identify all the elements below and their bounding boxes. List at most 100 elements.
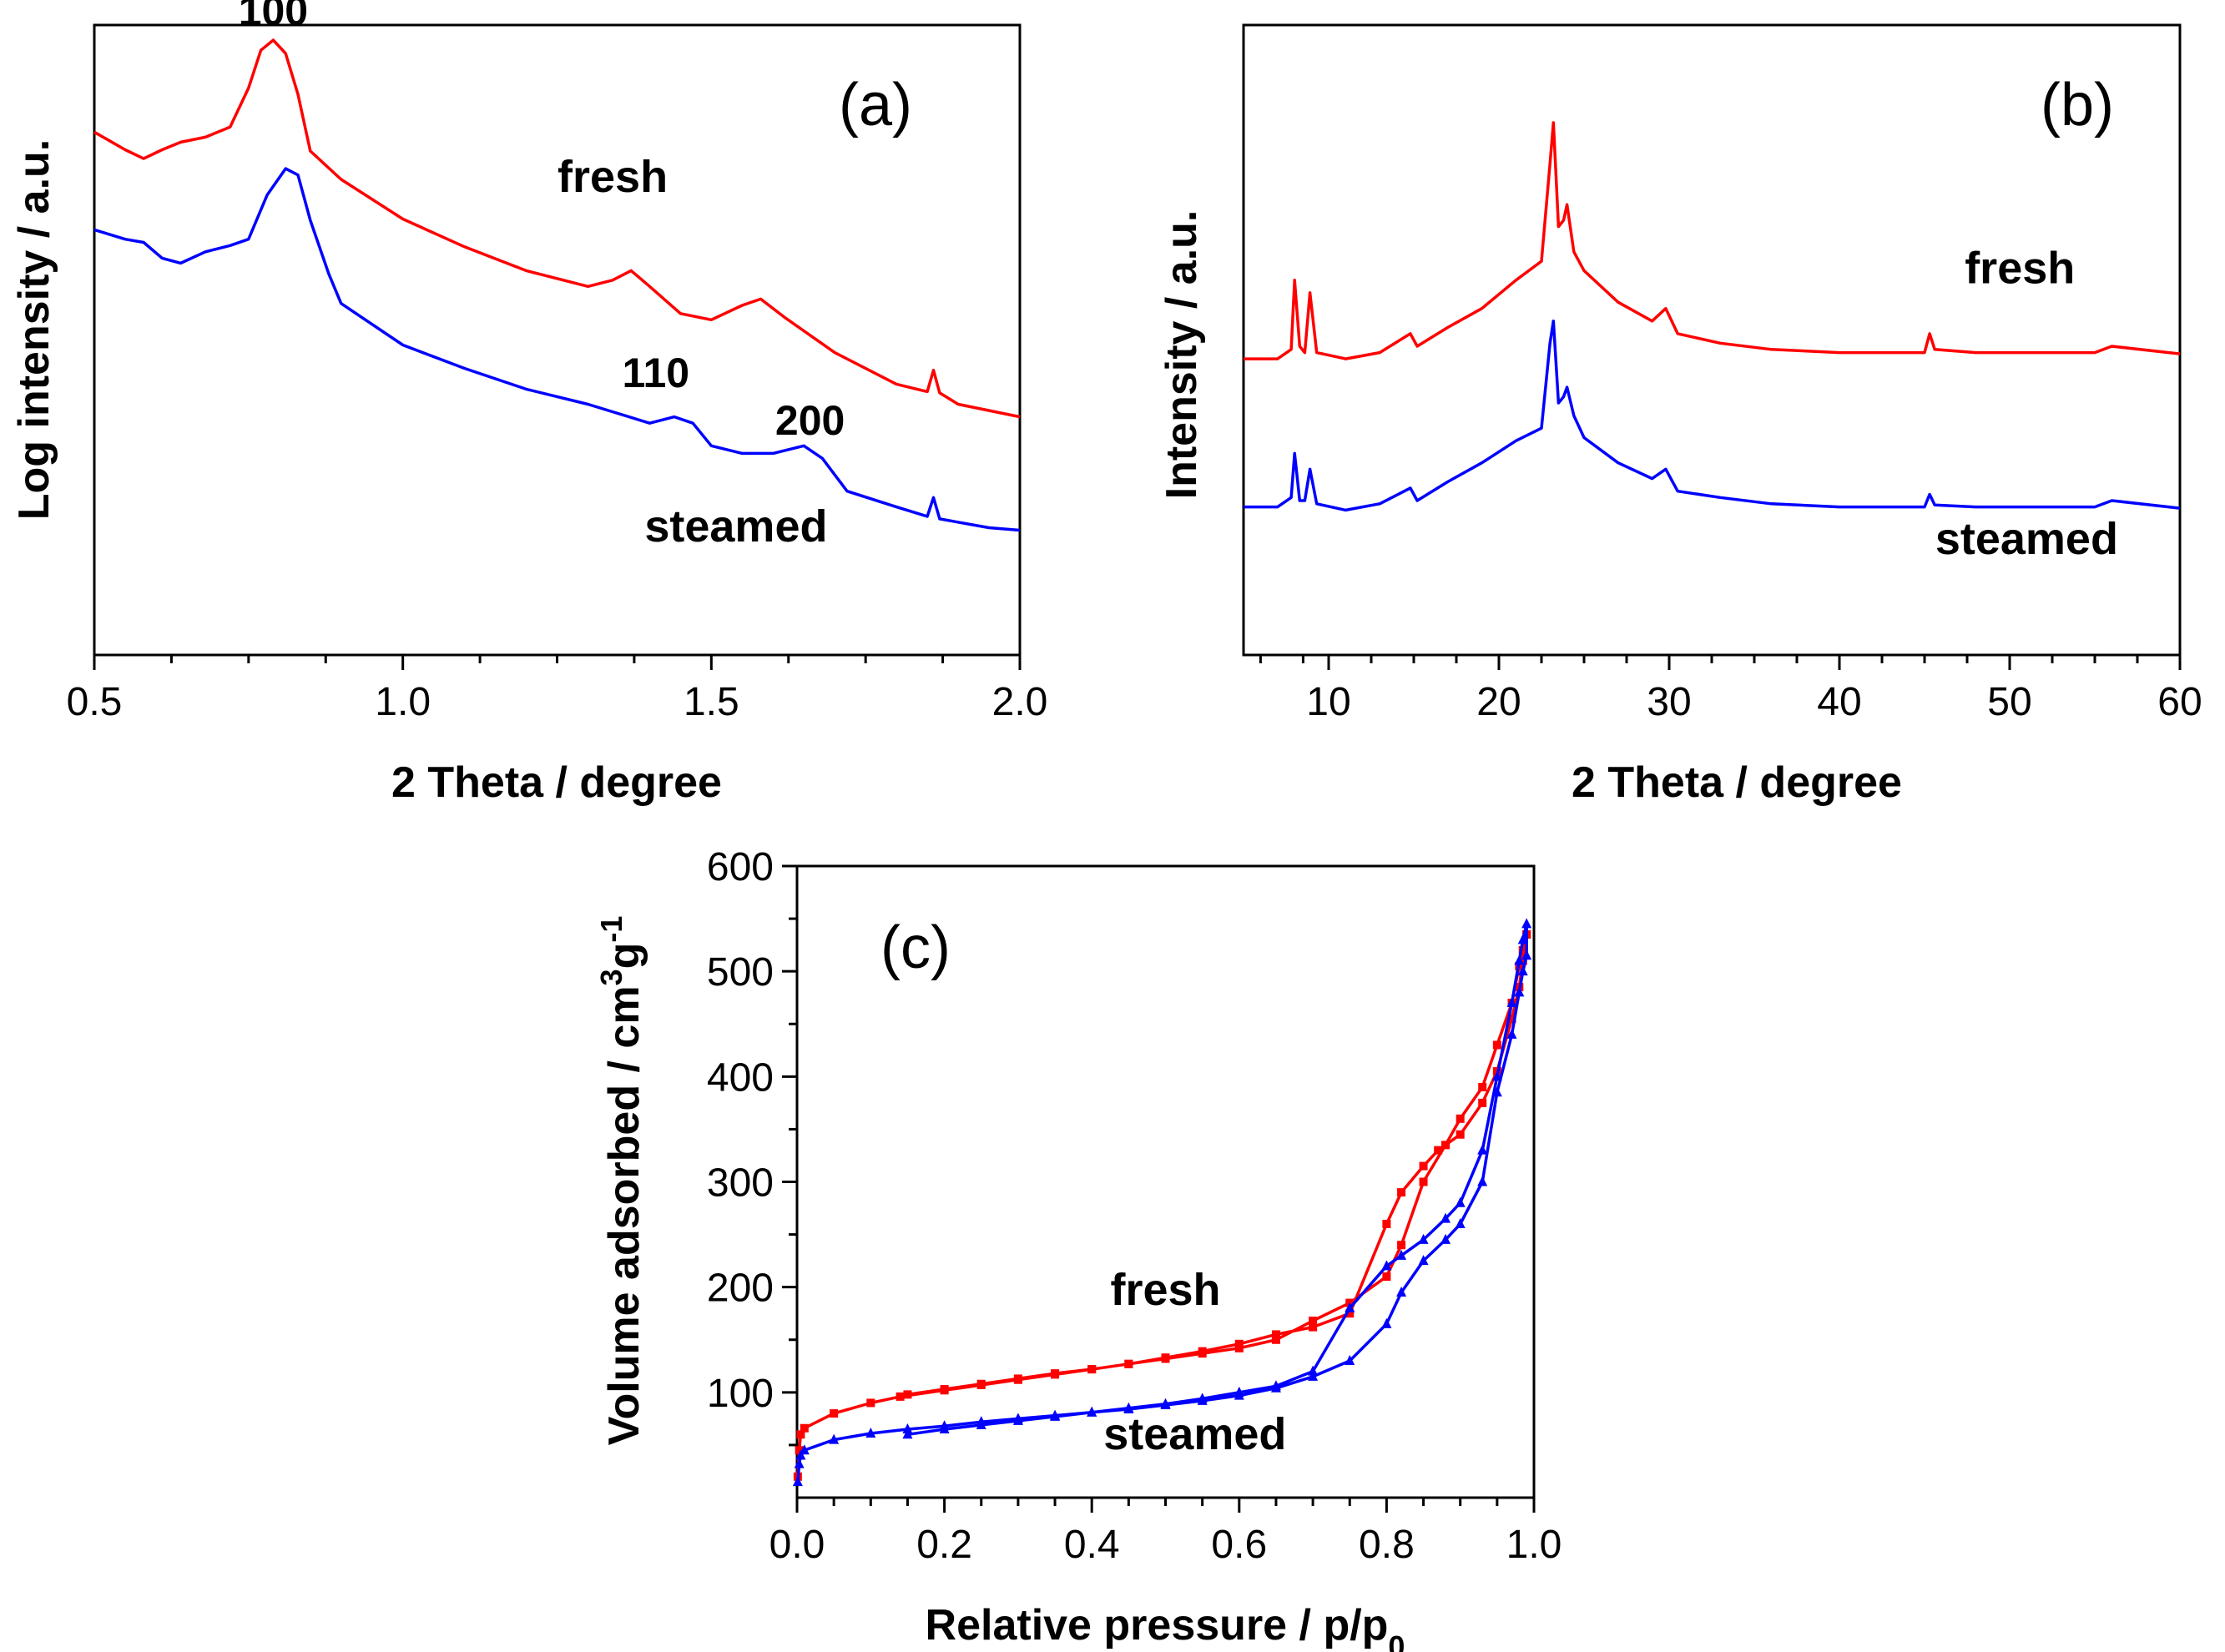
data-point-steamed xyxy=(1012,1414,1023,1425)
y-tick-label: 500 xyxy=(707,950,774,995)
data-point-steamed xyxy=(1087,1406,1097,1417)
data-point-steamed xyxy=(1418,1233,1429,1244)
data-point-fresh xyxy=(940,1385,949,1394)
data-point-fresh xyxy=(1419,1161,1428,1171)
data-point-steamed xyxy=(1514,986,1525,997)
data-point-steamed xyxy=(1308,1365,1319,1376)
data-point-fresh xyxy=(1309,1322,1318,1332)
x-tick-label: 20 xyxy=(1476,680,1521,724)
data-point-steamed xyxy=(1514,954,1525,965)
data-point-fresh xyxy=(1397,1241,1406,1250)
x-tick-label: 60 xyxy=(2157,680,2202,724)
data-point-steamed xyxy=(1345,1302,1355,1312)
data-point-steamed xyxy=(1160,1398,1171,1408)
data-point-fresh xyxy=(1518,945,1527,954)
data-point-steamed xyxy=(1506,1028,1517,1039)
series-line-b-fresh xyxy=(1244,121,2181,360)
data-point-steamed xyxy=(1491,1070,1502,1081)
data-point-steamed xyxy=(1345,1354,1355,1365)
series-label: fresh xyxy=(1965,244,2075,294)
panel-label: (b) xyxy=(2041,72,2114,139)
data-point-steamed xyxy=(1455,1217,1466,1228)
data-point-fresh xyxy=(903,1390,912,1399)
data-point-steamed xyxy=(1477,1176,1488,1186)
data-point-steamed xyxy=(794,1458,805,1468)
data-point-steamed xyxy=(1521,949,1532,960)
y-tick-label: 100 xyxy=(707,1372,774,1416)
data-point-fresh xyxy=(830,1409,839,1418)
x-tick-label: 10 xyxy=(1306,680,1350,724)
data-point-steamed xyxy=(1396,1249,1407,1260)
series-line-c-steamed xyxy=(796,922,1528,1483)
data-point-steamed xyxy=(902,1428,913,1439)
data-point-steamed xyxy=(865,1428,876,1438)
data-point-fresh xyxy=(1382,1272,1391,1282)
x-tick-label: 40 xyxy=(1817,680,1861,724)
data-point-fresh xyxy=(1124,1359,1133,1368)
peak-label: 100 xyxy=(239,0,308,34)
data-point-fresh xyxy=(1234,1343,1244,1352)
series-label: steamed xyxy=(1103,1409,1286,1459)
data-point-steamed xyxy=(1455,1196,1466,1207)
data-point-steamed xyxy=(939,1423,950,1433)
x-axis-label: 2 Theta / degree xyxy=(391,758,722,807)
x-tick-label: 1.5 xyxy=(684,680,739,724)
data-point-fresh xyxy=(795,1446,804,1455)
data-point-fresh xyxy=(1478,1082,1487,1091)
data-point-steamed xyxy=(1396,1286,1407,1297)
peak-label: 110 xyxy=(622,350,689,396)
data-point-fresh xyxy=(1309,1317,1318,1326)
data-point-fresh xyxy=(1051,1369,1060,1378)
data-point-fresh xyxy=(1234,1339,1244,1348)
series-label: fresh xyxy=(1110,1265,1220,1315)
x-tick-label: 0.4 xyxy=(1064,1523,1120,1567)
x-axis-label-subscript: 0 xyxy=(1388,1629,1405,1652)
data-point-fresh xyxy=(800,1423,809,1433)
series-line-b-steamed xyxy=(1244,320,2181,512)
y-tick-label: 200 xyxy=(707,1267,774,1311)
y-axis-label: Intensity / a.u. xyxy=(1158,210,1206,500)
data-point-steamed xyxy=(1506,997,1517,1008)
x-tick-label: 0.5 xyxy=(67,680,123,724)
x-tick-label: 1.0 xyxy=(1506,1523,1562,1567)
data-point-steamed xyxy=(1440,1233,1451,1244)
y-axis-label-unit: g xyxy=(600,943,648,970)
data-point-fresh xyxy=(1161,1353,1170,1362)
data-point-fresh xyxy=(1456,1114,1465,1123)
data-point-fresh xyxy=(1518,956,1527,965)
data-point-fresh xyxy=(1419,1177,1428,1186)
data-point-steamed xyxy=(1521,918,1532,929)
panel-label: (c) xyxy=(880,914,951,981)
x-tick-label: 30 xyxy=(1647,680,1691,724)
panel-label: (a) xyxy=(839,72,912,139)
data-point-fresh xyxy=(796,1430,805,1439)
x-tick-label: 2.0 xyxy=(992,680,1048,724)
data-point-steamed xyxy=(1234,1386,1244,1397)
series-line-a-steamed xyxy=(93,167,1021,532)
data-point-steamed xyxy=(795,1449,806,1460)
peak-label: 200 xyxy=(775,397,845,444)
y-tick-label: 400 xyxy=(707,1055,774,1100)
data-point-fresh xyxy=(1507,1014,1516,1023)
data-point-fresh xyxy=(1271,1335,1280,1344)
y-axis-label: Volume adsorbed / cm3g-1 xyxy=(594,916,649,1446)
data-point-steamed xyxy=(1050,1410,1061,1421)
data-point-fresh xyxy=(1434,1146,1443,1155)
data-point-fresh xyxy=(976,1379,986,1388)
y-tick-label: 300 xyxy=(707,1161,774,1206)
x-axis-label: Relative pressure / p/p0 xyxy=(926,1601,1405,1652)
data-point-steamed xyxy=(829,1433,840,1444)
x-tick-label: 0.2 xyxy=(916,1523,972,1567)
series-label: fresh xyxy=(558,152,668,202)
data-point-steamed xyxy=(1381,1260,1392,1271)
data-point-steamed xyxy=(1440,1212,1451,1223)
data-point-fresh xyxy=(1013,1374,1022,1383)
y-axis-label-superscript: 3 xyxy=(594,969,628,985)
data-point-steamed xyxy=(976,1418,986,1429)
data-point-fresh xyxy=(1397,1188,1406,1197)
data-point-steamed xyxy=(1308,1370,1319,1381)
data-point-fresh xyxy=(1456,1130,1465,1139)
